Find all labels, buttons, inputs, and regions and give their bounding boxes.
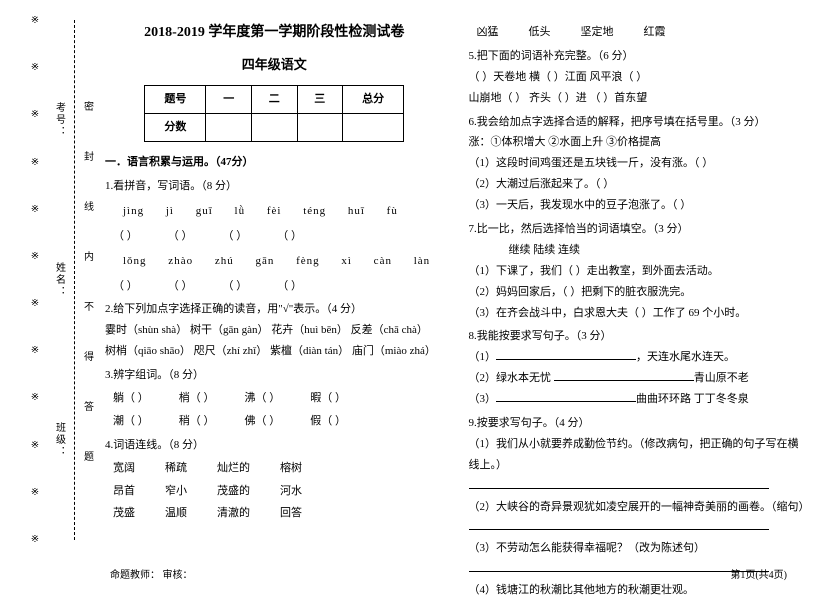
class-label: 班级： [52,422,67,458]
footer-right: 第1页(共4页) [730,566,787,581]
q3-row2: 潮（ ）稍（ ）佛（ ）假（ ） [113,411,444,432]
q4-row1: 宽阔稀疏灿烂的榕树 [113,458,444,479]
page-footer: 命题教师： 审核： 第1页(共4页) [0,566,827,581]
question-4: 4.词语连线。（8 分） [105,435,444,456]
q8-item1: （1），天连水尾水连天。 [469,347,808,368]
q6-options: 涨：①体积增大 ②水面上升 ③价格提高 [469,132,808,153]
q4-row3: 茂盛温顺清澈的回答 [113,503,444,524]
q7-item3: （3）在齐会战斗中，白求恩大夫（ ）工作了 69 个小时。 [469,303,808,324]
pinyin-row-2: lǒng zhào zhú gān fèng xì càn làn [123,251,444,272]
score-table: 题号一二三总分 分数 [144,85,404,142]
q8-item3: （3）曲曲环环路 丁丁冬冬泉 [469,389,808,410]
q6-item2: （2）大潮过后涨起来了。（ ） [469,174,808,195]
binding-marks: ※※※※※※※※※※※※ [28,15,42,545]
q9-item4: （4）钱塘江的秋潮比其他地方的秋潮更壮观。 [469,580,808,601]
exam-title: 2018-2019 学年度第一学期阶段性检测试卷 [105,20,444,47]
question-2: 2.给下列加点字选择正确的读音，用"√"表示。（4 分） [105,299,444,320]
question-9: 9.按要求写句子。（4 分） [469,413,808,434]
q5-line2: 山崩地（ ） 齐头（ ）进 （ ）首东望 [469,88,808,109]
q7-item2: （2）妈妈回家后，（ ）把剩下的脏衣服洗完。 [469,282,808,303]
question-8: 8.我能按要求写句子。（3 分） [469,326,808,347]
exam-number-label: 考号： [52,102,67,138]
exam-subtitle: 四年级语文 [105,53,444,78]
seal-line-labels: 密封线内不得答题 [84,80,96,480]
q9-item2: （2）大峡谷的奇异景观犹如凌空展开的一幅神奇美丽的画卷。（缩句） [469,497,808,518]
q8-item2: （2）绿水本无忧 青山原不老 [469,368,808,389]
pinyin-row-1: jìng jì guī lǜ fèi téng huī fù [123,201,444,222]
q2-line2: 树梢（qiāo shāo） 咫尺（zhí zhǐ） 紫檀（diàn tán） 庙… [105,341,444,362]
q9-item3: （3）不劳动怎么能获得幸福呢？（改为陈述句） [469,538,808,559]
fold-line [74,20,76,540]
q4-row2: 昂首窄小茂盛的河水 [113,481,444,502]
q9-item1: （1）我们从小就要养成勤俭节约。（修改病句，把正确的句子写在横线上。） [469,434,808,476]
q5-line1: （ ）天卷地 横（ ）江面 风平浪（ ） [469,67,808,88]
section-1-heading: 一．语言积累与运用。（47分） [105,152,444,173]
q4-row4: 凶猛低头坚定地红霞 [477,22,808,43]
question-6: 6.我会给加点字选择合适的解释，把序号填在括号里。（3 分） [469,112,808,133]
name-label: 姓名： [52,262,67,298]
question-1: 1.看拼音，写词语。（8 分） [105,176,444,197]
question-3: 3.辨字组词。（8 分） [105,365,444,386]
q7-options: 继续 陆续 连续 [509,240,808,261]
left-column: 2018-2019 学年度第一学期阶段性检测试卷 四年级语文 题号一二三总分 分… [105,20,444,557]
q6-item1: （1）这段时间鸡蛋还是五块钱一斤，没有涨。（ ） [469,153,808,174]
q2-line1: 霎时（shùn shà） 树干（gān gàn） 花卉（huì bēn） 反差（… [105,320,444,341]
q6-item3: （3）一天后，我发现水中的豆子泡涨了。（ ） [469,195,808,216]
right-column: 凶猛低头坚定地红霞 5.把下面的词语补充完整。（6 分） （ ）天卷地 横（ ）… [469,20,808,557]
question-7: 7.比一比，然后选择恰当的词语填空。（3 分） [469,219,808,240]
q3-row1: 躺（ ）梢（ ）沸（ ）暇（ ） [113,388,444,409]
side-label-column: 考号： 姓名： 班级： [50,40,68,520]
footer-left: 命题教师： 审核： [110,566,193,581]
question-5: 5.把下面的词语补充完整。（6 分） [469,46,808,67]
q7-item1: （1）下课了，我们（ ）走出教室，到外面去活动。 [469,261,808,282]
page-content: 2018-2019 学年度第一学期阶段性检测试卷 四年级语文 题号一二三总分 分… [105,20,807,557]
